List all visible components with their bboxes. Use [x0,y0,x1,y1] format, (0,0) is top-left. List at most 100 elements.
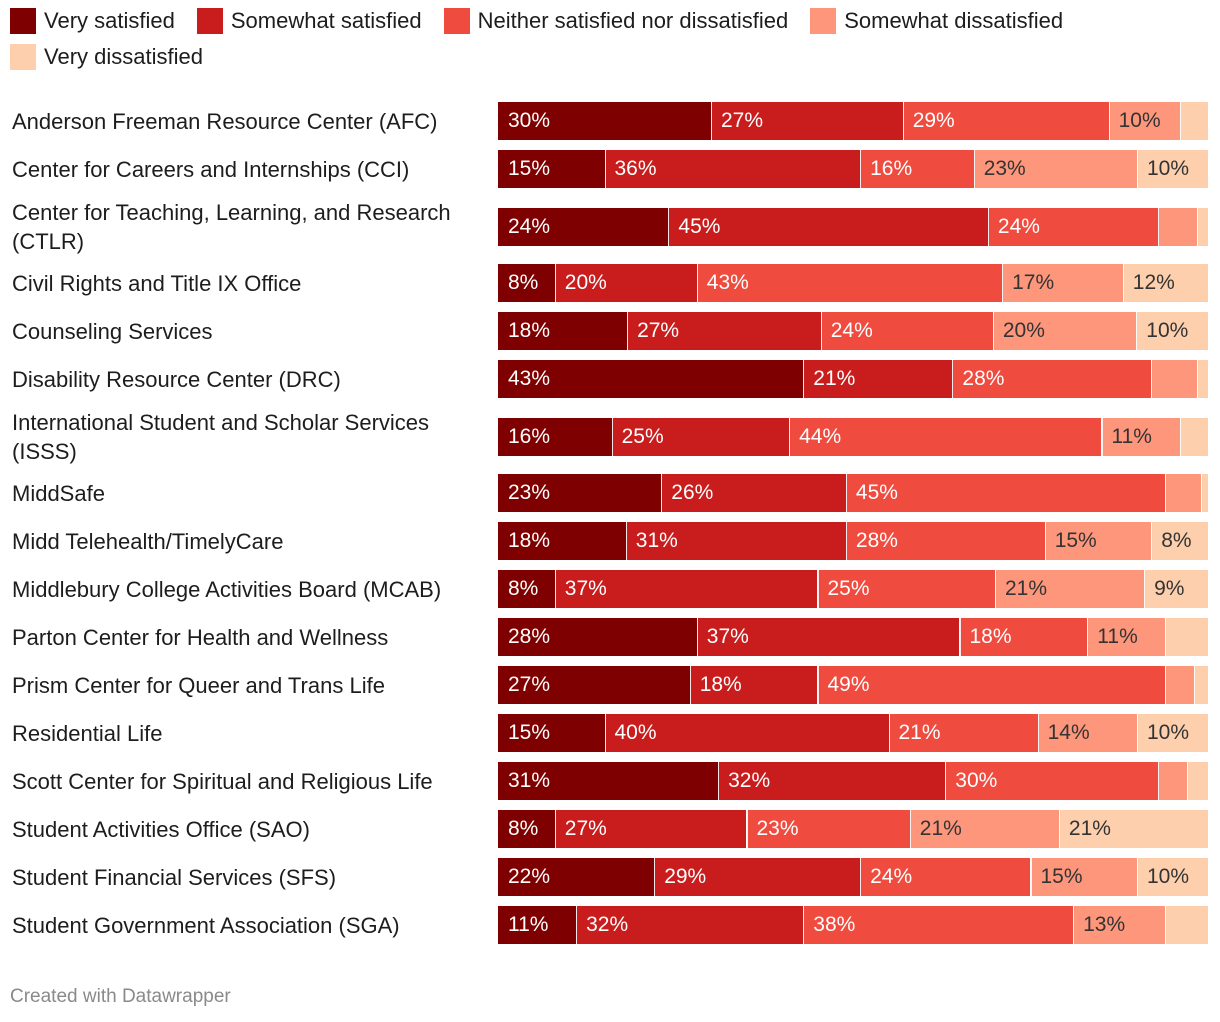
bar-segment-somewhat-dissatisfied [1044,522,1152,560]
bar-segment-somewhat-satisfied [718,762,946,800]
bar-segment-somewhat-satisfied [576,906,804,944]
bar-segment-somewhat-satisfied [611,418,790,456]
bar-segment-neither-satisfied-nor-dissatisfied [789,418,1102,456]
legend-swatch [443,8,470,34]
bar-segment-somewhat-dissatisfied [1151,360,1198,398]
bar-segment-very-satisfied [498,810,555,848]
bar-segment-very-dissatisfied [1122,264,1208,302]
bar-segment-somewhat-dissatisfied [1158,208,1198,246]
category-label: Counseling Services [12,318,213,344]
bar-segment-very-satisfied [498,150,605,188]
legend-swatch [810,8,837,34]
bar-segment-neither-satisfied-nor-dissatisfied [987,208,1159,246]
bar-segment-neither-satisfied-nor-dissatisfied [860,858,1031,896]
bar-segment-somewhat-satisfied [711,102,903,140]
bar-segment-very-satisfied [498,474,662,512]
category-label: Scott Center for Spiritual and Religious… [12,768,433,794]
bar-segment-very-satisfied [498,360,804,398]
bar-segment-very-satisfied [498,312,628,350]
bar-segment-somewhat-satisfied [661,474,846,512]
bar-segment-very-satisfied [498,522,626,560]
bar-segment-very-dissatisfied [1179,102,1208,140]
category-label: Student Government Association (SGA) [12,912,400,938]
category-label: Prism Center for Queer and Trans Life [12,672,385,698]
bar-segment-somewhat-dissatisfied [995,570,1145,608]
legend-label: Somewhat dissatisfied [844,8,1064,33]
bar-segment-very-satisfied [498,102,711,140]
bar-segment-very-dissatisfied [1165,618,1208,656]
legend-item-very-satisfied: Very satisfied [10,8,175,34]
bar-segment-somewhat-satisfied [554,264,697,302]
bar-segment-very-dissatisfied [1137,150,1208,188]
legend-label: Very satisfied [44,8,175,33]
bar-segment-very-dissatisfied [1058,810,1208,848]
bar-segment-somewhat-dissatisfied [1037,714,1137,752]
category-label: Anderson Freeman Resource Center (AFC) [12,108,438,134]
category-label: Midd Telehealth/TimelyCare [12,528,284,554]
category-label: Center for Teaching, Learning, and Resea… [12,200,451,254]
category-label: International Student and Scholar Servic… [12,410,430,464]
bar-segment-very-dissatisfied [1136,312,1208,350]
bar-segment-somewhat-dissatisfied [1108,102,1180,140]
category-label: Parton Center for Health and Wellness [12,624,389,650]
bar-segment-neither-satisfied-nor-dissatisfied [860,150,974,188]
bar-segment-somewhat-dissatisfied [1165,666,1194,704]
bar-segment-very-dissatisfied [1197,360,1208,398]
category-label: MiddSafe [12,480,105,506]
bar-segment-neither-satisfied-nor-dissatisfied [888,714,1038,752]
legend-swatch [196,8,223,34]
legend-label: Very dissatisfied [44,44,203,69]
bar-segment-very-dissatisfied [1144,570,1208,608]
legend-swatch [10,8,36,34]
legend-item-neither-satisfied-nor-dissatisfied: Neither satisfied nor dissatisfied [443,8,789,34]
legend-item-somewhat-satisfied: Somewhat satisfied [196,8,422,34]
bar-segment-very-dissatisfied [1137,714,1208,752]
bar-segment-very-satisfied [498,762,719,800]
bar-segment-neither-satisfied-nor-dissatisfied [952,360,1152,398]
bar-segment-somewhat-dissatisfied [1030,858,1137,896]
bar-segment-somewhat-satisfied [604,150,861,188]
bar-segment-very-dissatisfied [1151,522,1208,560]
bar-segment-very-dissatisfied [1200,474,1208,512]
bar-segment-neither-satisfied-nor-dissatisfied [902,102,1109,140]
bar-segment-somewhat-dissatisfied [1073,906,1166,944]
bar-segment-neither-satisfied-nor-dissatisfied [945,762,1159,800]
category-label: Student Activities Office (SAO) [12,816,310,842]
legend-swatch [10,44,36,70]
bar-segment-neither-satisfied-nor-dissatisfied [746,810,910,848]
bar-segment-very-satisfied [498,714,605,752]
bar-segment-very-satisfied [498,208,669,246]
category-label: Disability Resource Center (DRC) [12,366,341,392]
bar-segment-somewhat-dissatisfied [909,810,1059,848]
credit-footer: Created with Datawrapper [10,986,231,1007]
category-label: Civil Rights and Title IX Office [12,270,302,296]
legend-label: Somewhat satisfied [230,8,422,33]
bar-segment-somewhat-satisfied [604,714,889,752]
bar-segment-very-dissatisfied [1137,858,1208,896]
bar-segment-neither-satisfied-nor-dissatisfied [820,312,993,350]
bar-segment-somewhat-satisfied [689,666,818,704]
category-label: Middlebury College Activities Board (MCA… [12,576,442,602]
bar-segment-neither-satisfied-nor-dissatisfied [817,570,995,608]
bar-segment-very-satisfied [498,858,655,896]
bar-segment-very-satisfied [498,618,697,656]
bar-segment-somewhat-dissatisfied [1087,618,1166,656]
bar-segment-somewhat-satisfied [668,208,988,246]
bar-segment-very-dissatisfied [1193,666,1208,704]
bar-segment-very-dissatisfied [1197,208,1208,246]
bar-segment-somewhat-satisfied [554,810,747,848]
bar-segment-neither-satisfied-nor-dissatisfied [696,264,1003,302]
bar-segment-somewhat-satisfied [625,522,846,560]
bar-segment-somewhat-dissatisfied [1158,762,1187,800]
legend-item-very-dissatisfied: Very dissatisfied [10,44,203,70]
legend-label: Neither satisfied nor dissatisfied [477,8,789,33]
category-label: Residential Life [12,720,163,746]
bar-segment-somewhat-satisfied [696,618,960,656]
bar-segment-neither-satisfied-nor-dissatisfied [803,906,1074,944]
bar-segment-very-satisfied [498,666,690,704]
bar-segment-very-dissatisfied [1165,906,1208,944]
bar-segment-somewhat-dissatisfied [973,150,1137,188]
bar-segment-neither-satisfied-nor-dissatisfied [817,666,1166,704]
bar-segment-very-satisfied [498,570,555,608]
